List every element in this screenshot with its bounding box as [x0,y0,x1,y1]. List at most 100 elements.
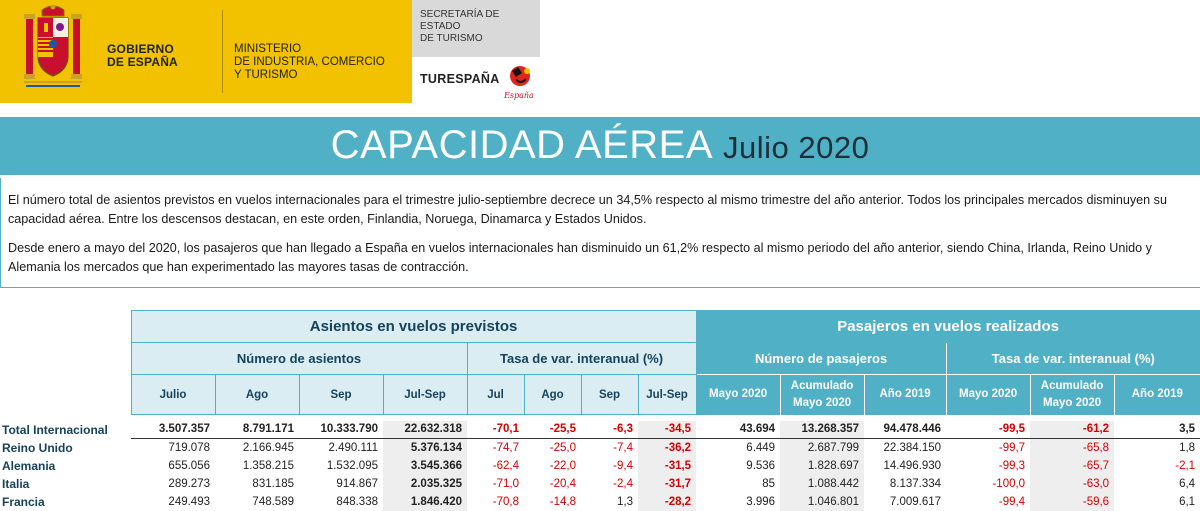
header-tasa-asientos: Tasa de var. interanual (%) [466,342,697,375]
col-header: Julio [130,374,216,415]
cell: -31,7 [638,474,697,493]
col-header: Año 2019 [1113,374,1200,415]
cell: -14,8 [549,495,576,508]
intro-paragraph-1: El número total de asientos previstos en… [8,193,1167,226]
cell: 1.046.801 [780,492,865,511]
cell: 22.384.150 [883,441,942,454]
col-header: Jul-Sep [637,374,697,415]
title-main: CAPACIDAD AÉREA [330,123,714,167]
cell: -65,7 [1030,456,1115,475]
col-header: Mayo 2020 [695,374,781,415]
row-label: Total Internacional [2,422,108,437]
cell: -34,5 [638,420,697,439]
cell: 14.496.930 [883,459,942,472]
cell: -99,4 [998,495,1026,508]
cell: 3,5 [1114,420,1200,439]
col-header-line: Mayo 2020 [1042,396,1102,409]
cell: 9.536 [746,459,776,472]
cell: -25,0 [549,441,576,454]
col-header: Año 2019 [863,374,947,415]
col-header: Sep [580,374,639,415]
cell: 8.137.334 [889,477,942,490]
cell: 2.687.799 [780,438,865,457]
cell: -2,1 [1175,459,1196,472]
col-header-line: Mayo 2020 [792,396,852,409]
col-header: Jul-Sep [382,374,468,415]
ministry-label: MINISTERIO DE INDUSTRIA, COMERCIO Y TURI… [234,43,385,81]
col-header: Acumulado Mayo 2020 [779,374,865,415]
cell: 914.867 [336,477,378,490]
capacity-table: Asientos en vuelos previstos Pasajeros e… [0,310,1200,511]
cell: -59,6 [1030,492,1115,511]
cell: -99,7 [998,441,1026,454]
cell: -6,3 [581,420,638,439]
turespana-label: TURESPAÑA [420,72,500,86]
cell: 1.846.420 [383,492,467,511]
cell: -70,8 [492,495,519,508]
intro-paragraph-2: Desde enero a mayo del 2020, los pasajer… [8,241,1152,274]
cell: 848.338 [336,495,378,508]
intro-textbox: El número total de asientos previstos en… [0,178,1200,288]
cell: -7,4 [613,441,633,454]
cell: 831.185 [252,477,294,490]
corner-empty [0,375,131,415]
secretaria-block: SECRETARÍA DE ESTADO DE TURISMO [412,0,540,57]
cell: 3.996 [746,495,776,508]
corner-empty [0,343,131,375]
cell: 3.545.366 [383,456,467,475]
cell: -31,5 [638,456,697,475]
cell: 289.273 [168,477,210,490]
cell: 5.376.134 [383,438,467,457]
cell: 85 [762,477,776,490]
row-label: Italia [2,476,30,491]
logo-divider [222,10,223,93]
gobierno-logo-block: GOBIERNO DE ESPAÑA MINISTERIO DE INDUSTR… [0,0,412,103]
table-row: Alemania 655.056 1.358.215 1.532.095 3.5… [0,456,1200,475]
cell: -28,2 [638,492,697,511]
col-header: Jul [466,374,525,415]
cell: -65,8 [1030,438,1115,457]
cell: -70,1 [467,420,524,439]
row-label: Reino Unido [2,440,73,455]
cell: -9,4 [613,459,633,472]
cell: -2,4 [613,477,633,490]
cell: 8.791.171 [215,420,299,439]
table-row-total: Total Internacional 3.507.357 8.791.171 … [0,420,1200,439]
cell: 6,4 [1179,477,1196,490]
row-label: Alemania [2,458,56,473]
cell: -61,2 [1030,420,1115,439]
col-header-line: Acumulado [1040,379,1104,392]
header-num-pasajeros: Número de pasajeros [695,342,947,375]
espana-brand-logo-icon: España [503,66,534,100]
page-title: CAPACIDAD AÉREA Julio 2020 [0,123,1200,168]
cell: 2.490.111 [328,441,378,454]
table-row: Italia 289.273 831.185 914.867 2.035.325… [0,474,1200,493]
cell: 1.088.442 [780,474,865,493]
gobierno-espana-label: GOBIERNO DE ESPAÑA [107,42,178,69]
header-tasa-pasajeros: Tasa de var. interanual (%) [945,342,1200,375]
cell: 2.035.325 [383,474,467,493]
table-row: Francia 249.493 748.589 848.338 1.846.42… [0,492,1200,511]
col-header: Sep [298,374,384,415]
cell: 7.009.617 [889,495,942,508]
cell: 1.358.215 [242,459,294,472]
cell: 2.166.945 [242,441,294,454]
col-header: Ago [214,374,300,415]
cell: -22,0 [549,459,576,472]
svg-text:España: España [503,91,534,100]
cell: -74,7 [492,441,519,454]
cell: 94.478.446 [864,420,947,439]
cell: 1,8 [1179,441,1196,454]
col-header-line: Acumulado [790,379,854,392]
cell: -71,0 [492,477,519,490]
cell: -100,0 [992,477,1026,490]
cell: 1.532.095 [326,459,378,472]
header-asientos-group: Asientos en vuelos previstos [130,310,697,343]
cell: 655.056 [168,459,210,472]
cell: 10.333.790 [299,420,383,439]
cell: -99,5 [946,420,1031,439]
table-row: Reino Unido 719.078 2.166.945 2.490.111 … [0,438,1200,457]
header-pasajeros-group: Pasajeros en vuelos realizados [695,310,1200,343]
cell: 249.493 [168,495,210,508]
cell: 43.694 [696,420,781,439]
